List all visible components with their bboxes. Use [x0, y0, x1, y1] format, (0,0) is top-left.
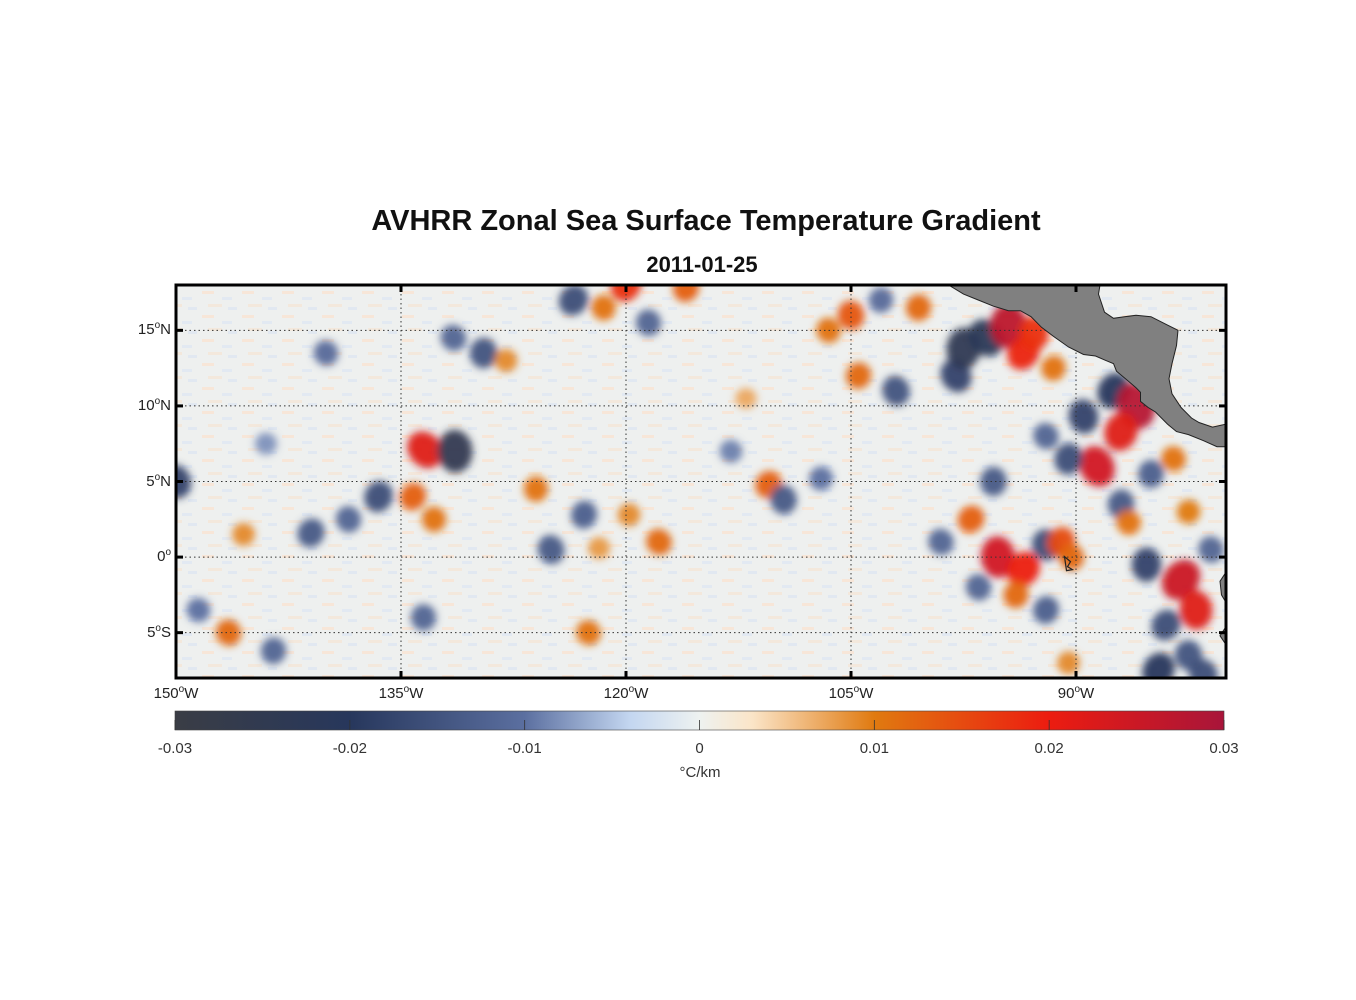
longitude-label: 90oW	[1057, 684, 1095, 702]
positive-gradient-feature	[576, 620, 601, 646]
positive-gradient-feature	[905, 294, 932, 322]
longitude-label: 135oW	[378, 684, 424, 702]
latitude-label: 5oN	[146, 471, 171, 490]
positive-gradient-feature	[494, 348, 518, 373]
positive-gradient-feature	[735, 388, 757, 409]
positive-gradient-feature	[1179, 590, 1213, 630]
positive-gradient-feature	[1161, 559, 1201, 600]
positive-gradient-feature	[588, 537, 611, 560]
negative-gradient-feature	[186, 597, 211, 623]
negative-gradient-feature	[809, 466, 833, 491]
negative-gradient-feature	[558, 285, 589, 316]
negative-gradient-feature	[1033, 422, 1059, 450]
negative-gradient-feature	[260, 637, 287, 665]
island-outline	[1063, 555, 1075, 572]
negative-gradient-feature	[410, 604, 437, 631]
negative-gradient-feature	[437, 429, 473, 473]
positive-gradient-feature	[617, 503, 641, 527]
colorbar-tick-label: -0.01	[507, 740, 542, 757]
positive-gradient-feature	[399, 482, 427, 511]
positive-gradient-feature	[1161, 446, 1186, 472]
negative-gradient-feature	[469, 337, 498, 369]
negative-gradient-feature	[1054, 443, 1083, 475]
longitude-label: 150oW	[153, 684, 199, 702]
colorbar-tick-label: -0.02	[332, 740, 367, 757]
colorbar-tick-label: -0.03	[157, 740, 193, 757]
longitude-label: 105oW	[828, 684, 874, 702]
negative-gradient-feature	[719, 439, 743, 463]
latitude-label: 5oS	[147, 622, 171, 641]
negative-gradient-feature	[1032, 596, 1060, 624]
negative-gradient-feature	[313, 340, 339, 366]
latitude-label: 15oN	[137, 320, 171, 339]
positive-gradient-feature	[646, 528, 672, 556]
positive-gradient-feature	[421, 506, 447, 533]
colorbar-unit: °C/km	[679, 764, 721, 781]
positive-gradient-feature	[672, 285, 700, 302]
negative-gradient-feature	[571, 500, 598, 529]
negative-gradient-feature	[335, 505, 362, 533]
gradient-features	[176, 285, 1224, 678]
positive-gradient-feature	[232, 522, 255, 546]
positive-gradient-feature	[215, 619, 242, 646]
positive-gradient-feature	[845, 362, 872, 389]
positive-gradient-feature	[1057, 651, 1080, 675]
negative-gradient-feature	[537, 534, 565, 565]
frame-ticks	[174, 285, 1226, 678]
positive-gradient-feature	[957, 505, 985, 533]
map-title: AVHRR Zonal Sea Surface Temperature Grad…	[371, 205, 1041, 237]
negative-gradient-feature	[1142, 652, 1175, 678]
positive-gradient-feature	[1007, 551, 1040, 587]
colorbar-tick-label: 0.03	[1209, 740, 1239, 757]
negative-gradient-feature	[440, 324, 467, 351]
positive-gradient-feature	[523, 476, 549, 502]
negative-gradient-feature	[1151, 609, 1181, 641]
colorbar-tick-label: 0	[695, 740, 704, 757]
negative-gradient-feature	[364, 480, 393, 513]
negative-gradient-feature	[1138, 459, 1164, 489]
negative-gradient-feature	[770, 484, 797, 515]
positive-gradient-feature	[990, 303, 1027, 349]
positive-gradient-feature	[407, 431, 443, 469]
positive-gradient-feature	[1116, 509, 1141, 535]
map-date: 2011-01-25	[646, 252, 758, 277]
negative-gradient-feature	[1189, 659, 1218, 678]
positive-gradient-feature	[1041, 355, 1066, 381]
negative-gradient-feature	[882, 375, 910, 406]
positive-gradient-feature	[980, 536, 1016, 578]
negative-gradient-feature	[928, 528, 954, 556]
land-polygon	[947, 285, 1226, 448]
negative-gradient-feature	[868, 287, 894, 313]
longitude-label: 120oW	[603, 684, 649, 702]
negative-gradient-feature	[176, 464, 192, 499]
negative-gradient-feature	[980, 466, 1007, 497]
colorbar-ticks	[174, 720, 1225, 730]
positive-gradient-feature	[610, 285, 642, 302]
negative-gradient-feature	[1198, 536, 1224, 563]
negative-gradient-feature	[254, 432, 277, 455]
positive-gradient-feature	[1003, 581, 1029, 609]
colorbar-tick-label: 0.01	[859, 740, 889, 757]
negative-gradient-feature	[965, 574, 992, 601]
negative-gradient-feature	[1131, 547, 1162, 582]
colorbar-tick-label: 0.02	[1034, 740, 1064, 757]
latitude-label: 0o	[157, 547, 171, 566]
negative-gradient-feature	[297, 518, 325, 548]
positive-gradient-feature	[1079, 446, 1115, 487]
positive-gradient-feature	[591, 294, 616, 321]
latitude-label: 10oN	[137, 395, 171, 414]
positive-gradient-feature	[837, 300, 865, 330]
negative-gradient-feature	[635, 309, 662, 337]
positive-gradient-feature	[1104, 412, 1138, 451]
positive-gradient-feature	[1176, 499, 1201, 524]
